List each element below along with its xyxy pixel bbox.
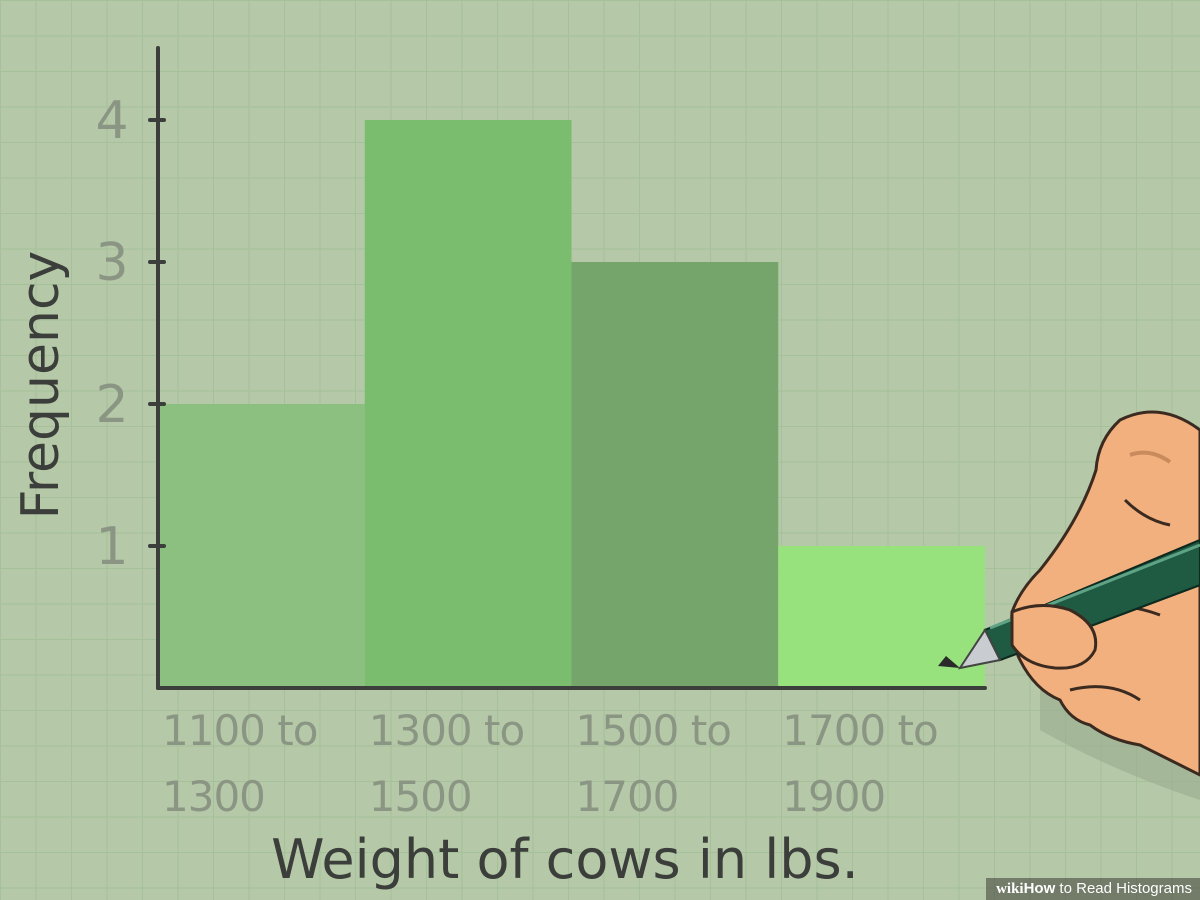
histogram-bar-1 [158, 404, 365, 688]
x-category-label: 1900 [782, 772, 885, 821]
histogram-bar-3 [571, 262, 779, 688]
x-category-label: 1500 to [576, 706, 731, 755]
y-tick-label: 3 [95, 233, 128, 293]
x-category-label: 1300 [162, 772, 265, 821]
histogram-bar-2 [364, 120, 572, 688]
y-axis-title: Frequency [11, 251, 71, 520]
x-category-label: 1300 to [369, 706, 524, 755]
watermark-text: to Read Histograms [1055, 880, 1192, 897]
x-category-label: 1700 [576, 772, 679, 821]
watermark-brand-how: How [1023, 880, 1056, 897]
wikihow-watermark: wikiHow to Read Histograms [986, 878, 1200, 900]
watermark-brand-wiki: wiki [996, 881, 1024, 897]
x-axis-title: Weight of cows in lbs. [271, 828, 859, 891]
x-category-label: 1500 [369, 772, 472, 821]
y-tick-label: 4 [95, 91, 128, 151]
x-category-label: 1100 to [162, 706, 317, 755]
y-tick-label: 2 [95, 375, 128, 435]
y-tick-label: 1 [95, 517, 128, 577]
x-category-label: 1700 to [782, 706, 937, 755]
hand-holding-pen-icon [938, 410, 1200, 800]
